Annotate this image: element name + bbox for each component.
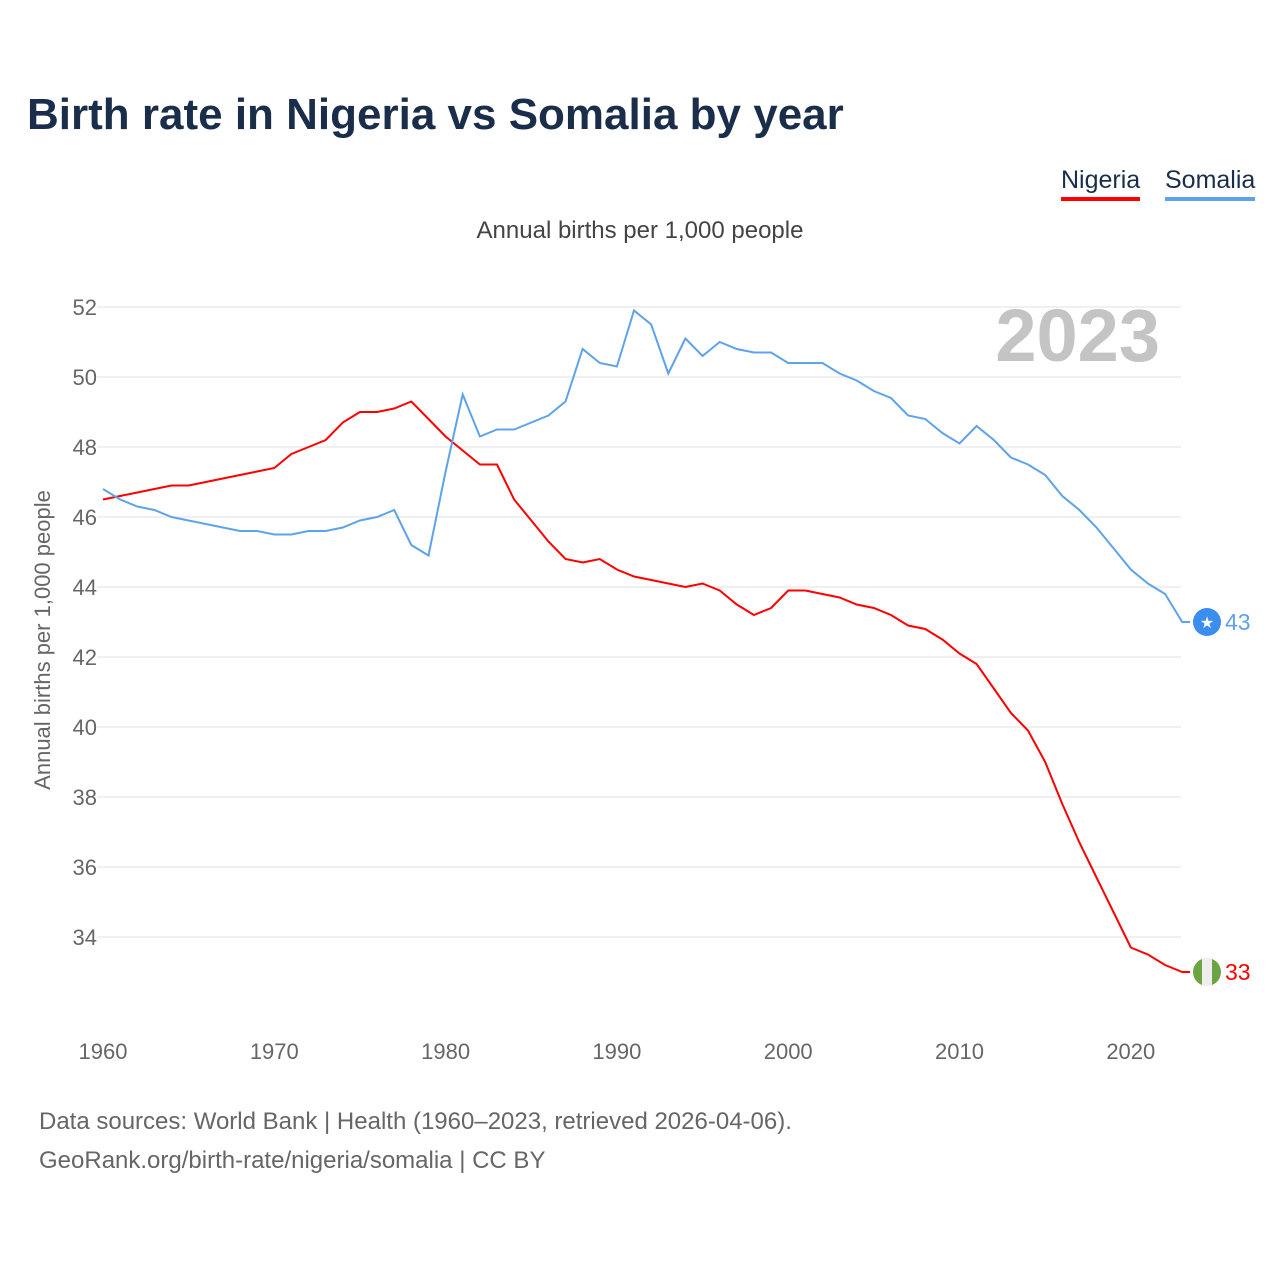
flag-stripe: [1202, 958, 1212, 986]
y-tick-label: 50: [73, 365, 97, 390]
x-tick-label: 1960: [79, 1039, 128, 1064]
y-tick-label: 42: [73, 645, 97, 670]
y-tick-label: 40: [73, 715, 97, 740]
y-tick-label: 36: [73, 855, 97, 880]
end-value-label: 33: [1225, 959, 1251, 985]
y-tick-label: 52: [73, 295, 97, 320]
legend-somalia[interactable]: Somalia: [1165, 166, 1256, 201]
end-value-label: 43: [1225, 609, 1251, 635]
x-tick-label: 2020: [1106, 1039, 1155, 1064]
x-tick-label: 2000: [764, 1039, 813, 1064]
chart-title: Birth rate in Nigeria vs Somalia by year: [27, 90, 844, 139]
y-tick-label: 48: [73, 435, 97, 460]
y-tick-label: 34: [73, 925, 97, 950]
x-tick-label: 1990: [592, 1039, 641, 1064]
y-tick-label: 38: [73, 785, 97, 810]
y-axis-label: Annual births per 1,000 people: [30, 490, 55, 790]
legend-nigeria[interactable]: Nigeria: [1061, 166, 1141, 201]
credit-note: GeoRank.org/birth-rate/nigeria/somalia |…: [39, 1147, 546, 1174]
x-tick-label: 1980: [421, 1039, 470, 1064]
somalia-flag-icon: [1193, 608, 1221, 636]
star-icon: ★: [1200, 615, 1214, 632]
y-tick-label: 44: [73, 575, 97, 600]
series-line-somalia: [102, 308, 1190, 623]
source-note: Data sources: World Bank | Health (1960–…: [39, 1108, 792, 1135]
x-tick-label: 1970: [250, 1039, 299, 1064]
x-tick-label: 2010: [935, 1039, 984, 1064]
year-watermark: 2023: [995, 294, 1160, 377]
series-line-nigeria: [102, 400, 1190, 973]
chart-subtitle: Annual births per 1,000 people: [476, 217, 804, 244]
y-tick-label: 46: [73, 505, 97, 530]
